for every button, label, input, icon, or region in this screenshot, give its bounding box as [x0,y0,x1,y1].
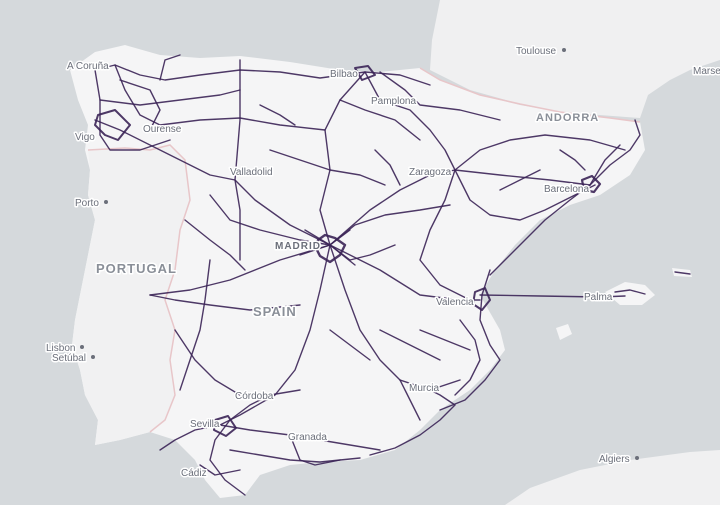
country-label-spain: SPAIN [253,304,297,319]
route-line [114,64,326,131]
city-label-bilbao: Bilbao [330,69,358,80]
route-line [319,71,366,246]
city-label-ourense: Ourense [143,124,182,135]
route-line [213,415,237,437]
route-line [454,134,626,171]
route-line [589,119,641,186]
iberia-landmass [70,45,645,498]
city-label-cordoba: Córdoba [235,391,274,402]
route-line [614,289,646,295]
route-line [379,329,441,361]
route-line [329,169,591,246]
route-line [489,184,591,276]
route-line [234,59,241,261]
city-label-porto: Porto [75,198,99,209]
route-line [314,233,347,264]
city-label-algiers: Algiers [599,454,630,465]
city-label-madrid: MADRID [275,241,321,252]
north-africa-landmass [505,450,720,505]
ibiza-island [556,324,572,340]
route-line [439,269,501,411]
route-line [269,149,386,186]
france-landmass [430,0,720,118]
route-line [329,329,371,361]
route-line [299,229,351,256]
portugal-landmass [72,145,190,445]
portugal-spain-border [87,144,191,433]
route-line [94,69,171,151]
city-dot-lisbon [80,345,84,349]
route-line [364,71,456,171]
city-markers [80,48,639,460]
city-label-toulouse: Toulouse [516,46,556,57]
route-line [674,271,691,275]
city-label-valladolid: Valladolid [230,167,273,178]
route-line [94,119,331,246]
route-line [454,169,596,221]
city-label-cadiz: Cádiz [181,468,207,479]
route-line [499,169,541,191]
route-line [199,464,241,476]
city-label-vigo: Vigo [75,132,95,143]
country-label-portugal: PORTUGAL [96,261,177,276]
route-line [149,294,301,311]
route-line [94,109,131,141]
route-line [229,449,361,463]
route-line [329,244,481,301]
route-line [209,194,331,246]
route-line [589,144,621,186]
route-line [149,244,331,296]
city-label-murcia: Murcia [409,383,439,394]
route-line [369,384,456,456]
city-label-pamplona: Pamplona [371,96,416,107]
city-label-marseille: Marse [693,66,720,77]
city-label-palma: Palma [584,292,613,303]
route-line [184,219,246,271]
city-dot-algiers [635,456,639,460]
route-line [399,379,421,421]
route-line [179,259,211,391]
route-line [559,149,586,171]
route-line [209,394,271,496]
route-line [479,294,626,298]
route-line [419,169,471,301]
route-line [119,79,161,131]
city-label-lisbon: Lisbon [46,343,75,354]
city-label-setubal: Setúbal [52,353,86,364]
city-dot-setubal [91,355,95,359]
country-label-andorra: ANDORRA [536,112,599,124]
city-dot-toulouse [562,48,566,52]
route-line [339,99,421,141]
rail-routes-layer [94,54,691,496]
city-label-zaragoza: Zaragoza [409,167,452,178]
mallorca-island [605,282,655,305]
route-line [99,89,241,106]
route-line [219,424,381,451]
route-line [219,244,331,426]
route-line [419,329,471,351]
route-line [159,424,221,451]
city-label-valencia: Valencia [436,297,474,308]
route-line [259,104,296,126]
france-spain-border [419,67,641,123]
route-line [454,319,481,396]
route-line [159,54,181,81]
city-label-a-coruna: A Coruña [67,61,109,72]
route-line [289,434,341,466]
route-line [354,65,376,81]
city-label-sevilla: Sevilla [190,419,220,430]
city-label-barcelona: Barcelona [544,184,589,195]
route-line [379,71,501,121]
route-line [472,287,491,311]
city-label-granada: Granada [288,432,327,443]
route-line [580,174,602,194]
route-line [374,149,401,186]
city-dot-porto [104,200,108,204]
